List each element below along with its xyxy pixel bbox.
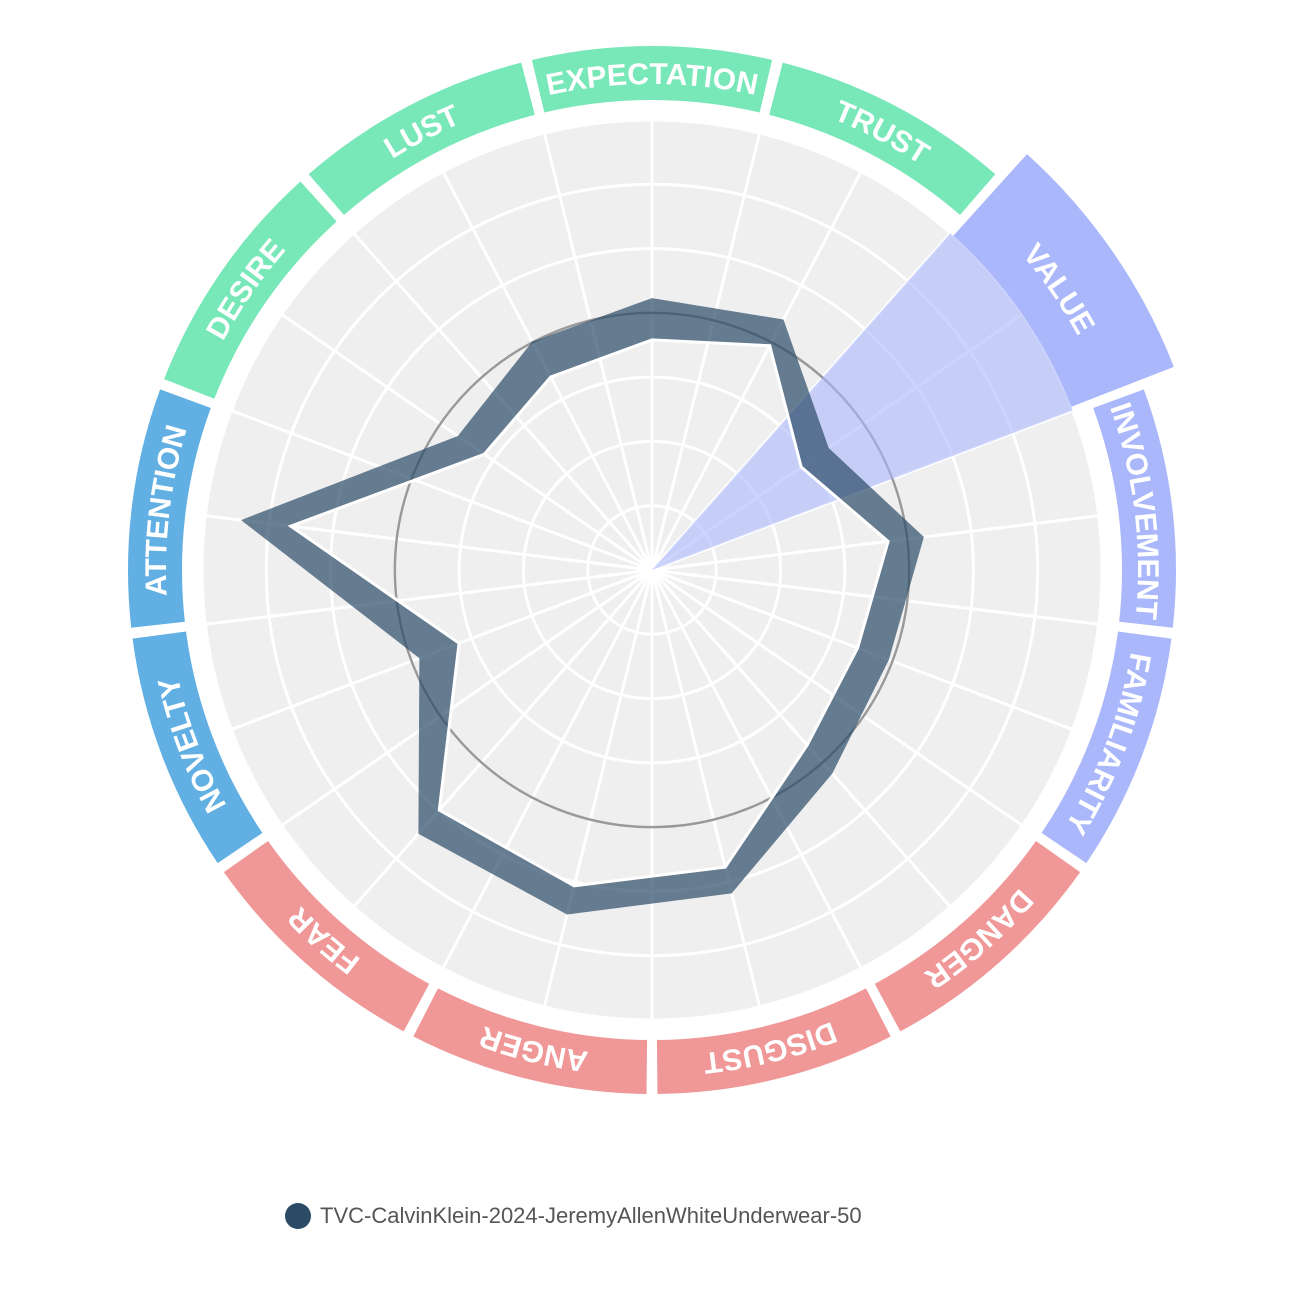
plot: EXPECTATIONTRUSTVALUEINVOLVEMENTFAMILIAR…: [128, 45, 1176, 1094]
spoke: [650, 569, 762, 1008]
range-band: [241, 298, 924, 915]
selected-wedge: [652, 233, 1073, 570]
category-segment: [164, 181, 337, 399]
grid-ring: [521, 439, 783, 701]
category-segment: [223, 841, 430, 1032]
grid-ring: [457, 375, 847, 765]
category-segment: [308, 62, 535, 215]
category-segment: [1041, 631, 1172, 864]
category-segment: [1093, 389, 1176, 628]
spoke: [650, 132, 762, 571]
category-segment: [531, 45, 773, 113]
category-segment: [132, 631, 263, 864]
spoke: [650, 569, 952, 908]
category-segment: [769, 62, 996, 215]
spoke: [205, 568, 653, 626]
grid-ring: [200, 118, 1104, 1022]
spoke: [650, 170, 863, 571]
spoke: [352, 569, 654, 908]
spoke: [280, 568, 653, 827]
category-segment: [413, 988, 648, 1094]
spoke: [651, 514, 1099, 572]
category-segment: [874, 841, 1081, 1032]
spoke: [650, 569, 863, 970]
low-line: [287, 338, 890, 888]
legend-marker: [285, 1203, 311, 1229]
spoke: [441, 569, 654, 970]
spoke: [542, 569, 654, 1008]
legend-label: TVC-CalvinKlein-2024-JeremyAllenWhiteUnd…: [320, 1203, 862, 1228]
selected-wedge-outer: [953, 154, 1174, 407]
grid-ring: [586, 504, 718, 636]
category-segment: [128, 389, 211, 628]
category-segment: [656, 988, 891, 1094]
spoke: [230, 409, 653, 572]
grid-ring: [264, 182, 1040, 958]
